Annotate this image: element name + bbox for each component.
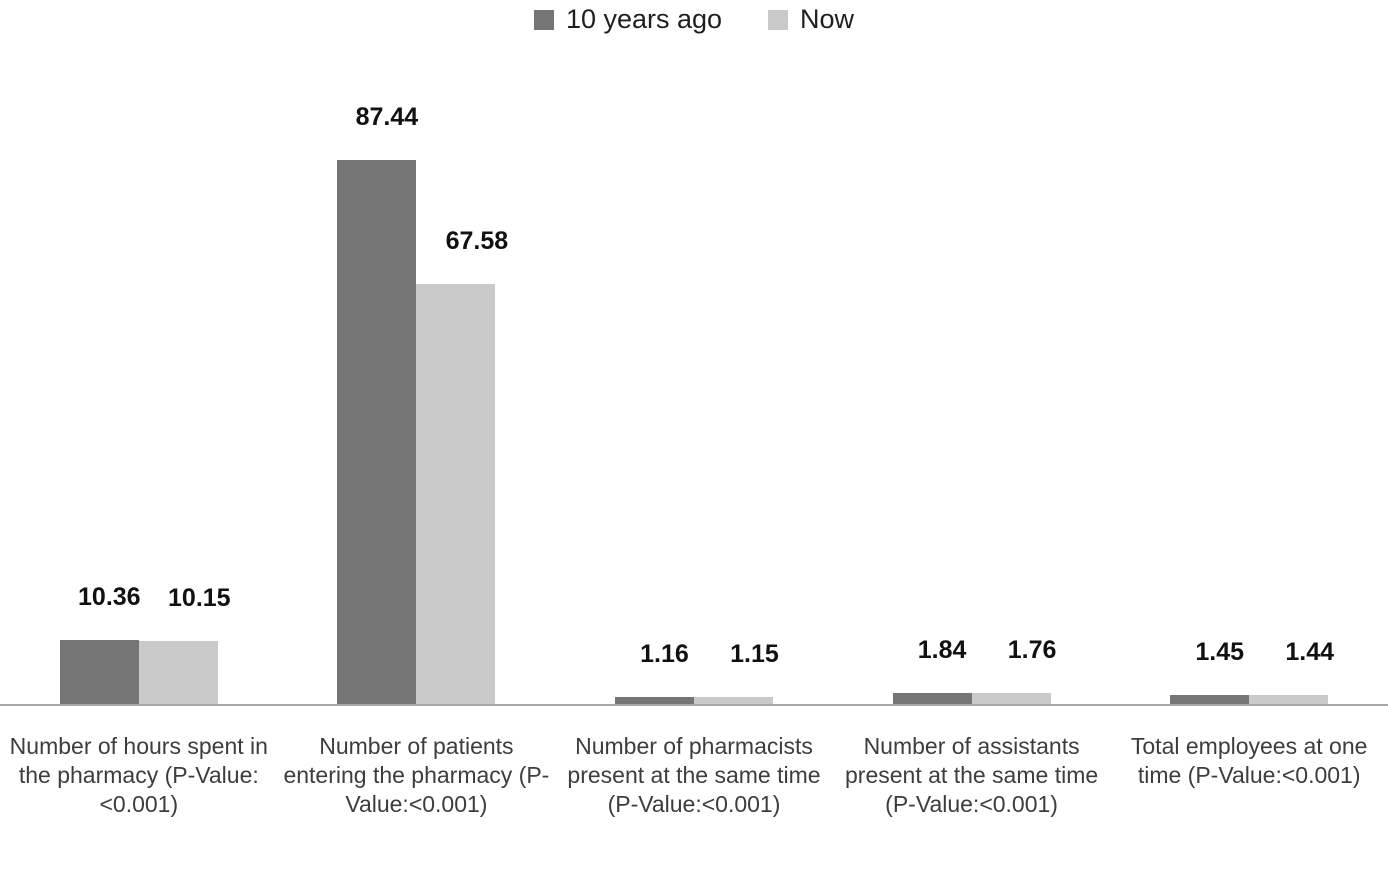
bar-10-years-ago-cat4 [892,693,972,704]
legend-swatch-now [768,9,789,30]
bar-value-label: 10.15 [168,584,231,612]
bar-value-label: 1.76 [1007,636,1057,664]
bar-value-label: 1.15 [730,640,779,668]
legend-item-now: Now [768,4,854,35]
legend-item-10-years-ago: 10 years ago [533,4,723,35]
category-label-2: Number of patients entering the pharmacy… [283,733,550,817]
x-axis-line [0,704,1388,706]
bar-value-label: 1.44 [1285,638,1335,666]
legend-label: Now [800,4,855,34]
bar-now-cat2 [416,284,496,704]
legend: 10 years ago Now [0,4,1388,35]
category-label-5: Total employees at one time (P-Value:<0.… [1130,733,1368,788]
bar-now-cat5 [1249,695,1329,704]
legend-label: 10 years ago [565,4,723,34]
bar-10-years-ago-cat3 [615,697,694,704]
plot-area: 10.36 10.15 87.44 67.58 1.16 1.15 1.84 1.76 1.45… [59,103,1335,704]
bar-value-label: 1.45 [1195,638,1245,666]
bar-now-cat3 [694,697,773,704]
bar-value-label: 87.44 [355,103,419,131]
category-label-3: Number of pharmacists present at the sam… [567,733,821,817]
bar-value-label: 67.58 [445,227,509,255]
bar-value-label: 10.36 [78,583,141,611]
bar-10-years-ago-cat1 [59,640,139,704]
bar-10-years-ago-cat5 [1170,695,1250,704]
category-label-4: Number of assistants present at the same… [845,733,1099,817]
bar-10-years-ago-cat2 [337,160,417,704]
bar-value-label: 1.84 [917,636,967,664]
bar-now-cat4 [971,693,1051,704]
category-label-1: Number of hours spent in the pharmacy (P… [9,733,268,817]
bar-value-label: 1.16 [640,640,689,668]
bar-now-cat1 [138,641,218,704]
legend-swatch-10-years-ago [533,9,554,30]
category-axis-labels: Number of hours spent in the pharmacy (P… [0,732,1388,819]
